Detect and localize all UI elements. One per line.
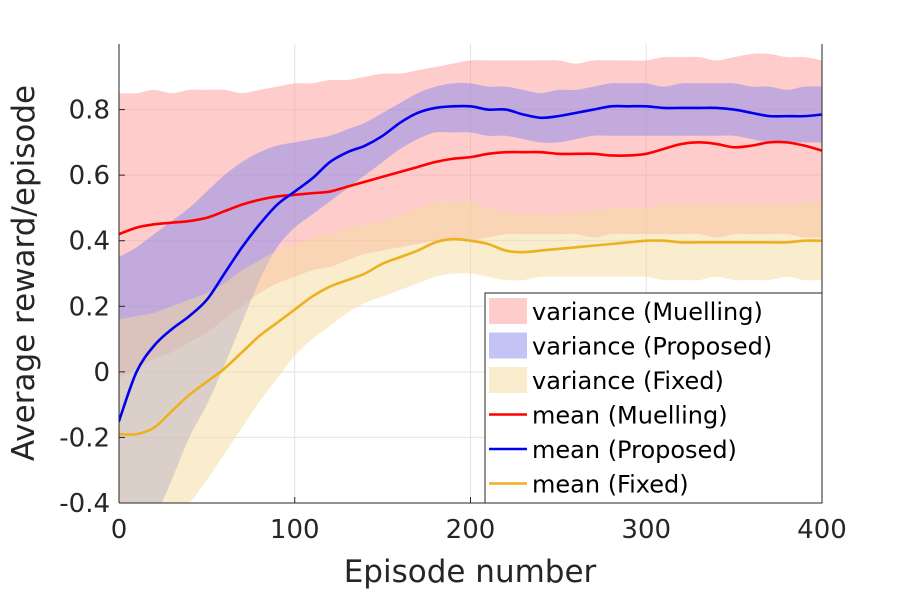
legend-label: mean (Proposed)	[532, 436, 737, 464]
variance-band-fixed	[119, 200, 822, 503]
variance-band-proposed	[119, 82, 822, 503]
legend-label: variance (Muelling)	[532, 298, 763, 326]
x-tick-label: 400	[797, 515, 847, 545]
x-axis-title: Episode number	[344, 554, 597, 590]
legend-label: mean (Fixed)	[532, 471, 689, 499]
mean-line-fixed	[119, 237, 822, 436]
legend-swatch-band	[489, 367, 527, 393]
legend-label: variance (Proposed)	[532, 333, 772, 361]
legend-label: mean (Muelling)	[532, 402, 728, 430]
x-tick-label: 0	[111, 515, 128, 545]
y-tick-label: 0.2	[69, 292, 110, 322]
mean-lines	[119, 104, 822, 436]
mean-line-proposed	[119, 104, 822, 423]
y-tick-label: -0.2	[59, 423, 110, 453]
y-tick-label: 0	[93, 358, 110, 388]
variance-bands	[119, 53, 822, 503]
legend-box	[484, 292, 823, 504]
x-tick-label: 200	[446, 515, 496, 545]
tick-labels: 0 100 200 300 400 -0.4 -0.2 0 0.2 0.4 0.6 0.8	[59, 96, 847, 545]
legend-label: variance (Fixed)	[532, 367, 724, 395]
y-tick-label: 0.8	[69, 96, 110, 126]
y-tick-label: 0.6	[69, 161, 110, 191]
x-tick-label: 300	[621, 515, 671, 545]
mean-line-muelling	[119, 140, 822, 236]
legend-swatch-band	[489, 332, 527, 359]
y-axis-title: Average reward/episode	[6, 85, 42, 461]
y-tick-label: 0.4	[69, 227, 110, 257]
x-tick-label: 100	[270, 515, 320, 545]
legend: variance (Muelling) variance (Proposed) va…	[484, 292, 823, 504]
legend-swatch-band	[489, 298, 527, 324]
y-tick-label: -0.4	[59, 489, 110, 519]
